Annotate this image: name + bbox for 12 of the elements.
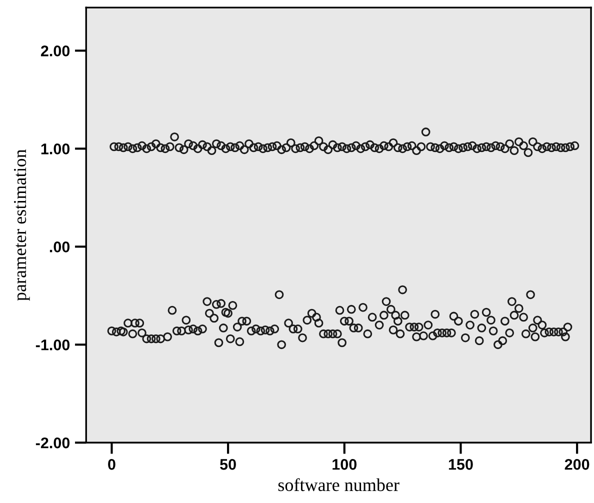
y-tick-label: 1.00 [41,144,70,154]
x-tick-label: 200 [564,459,590,470]
y-tick-label: -1.00 [36,340,70,350]
x-axis-title: software number [278,478,400,492]
x-tick-label: 150 [448,459,473,470]
y-tick-label: 2.00 [40,46,70,56]
x-tick-label: 0 [108,459,116,470]
y-tick-label: .00 [50,242,70,252]
x-tick-label: 100 [332,459,357,470]
y-axis-title: parameter estimation [14,149,30,301]
x-tick-label: 50 [220,459,236,470]
y-tick-label: -2.00 [36,438,70,448]
